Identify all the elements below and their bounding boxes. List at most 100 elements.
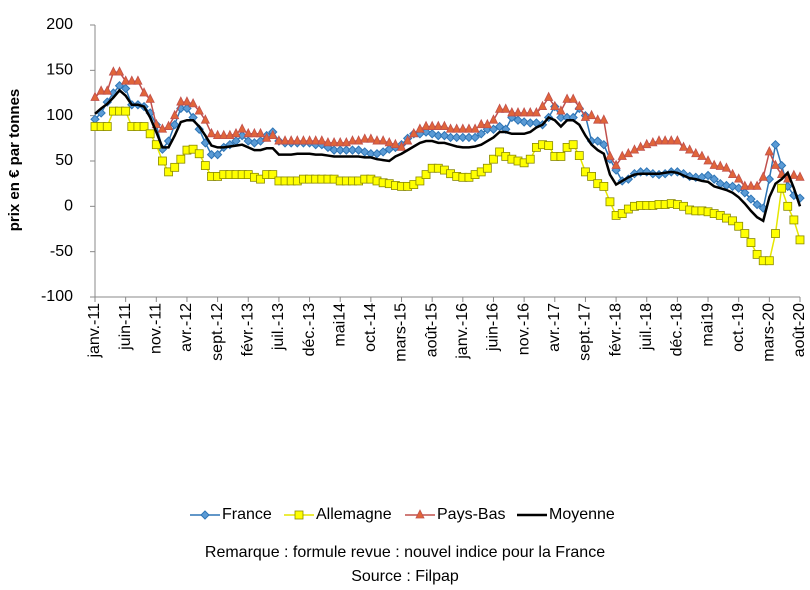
point (470, 123, 480, 133)
point (709, 159, 719, 169)
point (764, 256, 774, 266)
point (164, 167, 173, 177)
point (212, 149, 223, 160)
point (789, 215, 799, 225)
point (102, 122, 112, 131)
x-tick-label: janv.-16 (454, 303, 471, 360)
point (568, 140, 578, 150)
point (360, 133, 370, 143)
point (188, 97, 198, 108)
x-tick-label: mai14 (331, 303, 348, 347)
point (139, 87, 149, 97)
annotation: Source : Filpap (351, 568, 459, 585)
point (268, 170, 278, 180)
point (519, 107, 529, 117)
y-tick-label: 200 (46, 16, 73, 33)
point (415, 123, 425, 133)
y-tick-label: 50 (55, 152, 73, 169)
point (458, 132, 468, 143)
point (433, 130, 444, 141)
point (489, 154, 498, 164)
y-axis-title: prix en € par tonnes (6, 89, 23, 232)
point (170, 109, 180, 120)
point (581, 167, 590, 177)
point (335, 136, 345, 147)
point (170, 162, 180, 172)
x-tick-label: avr.-12 (178, 303, 195, 352)
point (114, 66, 125, 76)
point (243, 127, 253, 138)
point (378, 147, 388, 157)
point (556, 112, 566, 123)
point (256, 174, 265, 184)
x-tick-label: oct.-19 (730, 303, 747, 352)
point (255, 127, 266, 138)
point (102, 85, 112, 95)
point (169, 120, 180, 130)
point (378, 135, 388, 145)
point (464, 132, 474, 143)
point (685, 144, 695, 154)
y-tick-label: -50 (50, 243, 73, 260)
point (740, 180, 750, 190)
point (758, 171, 768, 181)
point (409, 127, 419, 138)
point (568, 93, 578, 103)
point (709, 174, 719, 184)
point (795, 235, 805, 245)
point (727, 168, 738, 179)
point (249, 127, 260, 138)
point (470, 132, 480, 143)
point (544, 141, 554, 150)
point (494, 103, 505, 113)
x-tick-label: nov.-11 (148, 303, 165, 354)
point (592, 136, 603, 146)
point (703, 155, 713, 165)
point (635, 141, 646, 151)
point (525, 118, 535, 128)
point (335, 145, 345, 155)
point (163, 120, 174, 130)
point (200, 114, 210, 124)
point (121, 106, 131, 116)
point (317, 135, 327, 145)
y-tick-label: -100 (41, 288, 73, 305)
point (347, 135, 358, 145)
point (752, 249, 762, 259)
point (482, 118, 492, 129)
point (206, 149, 217, 160)
point (525, 154, 535, 164)
legend-label: France (222, 506, 272, 523)
point (550, 100, 560, 110)
point (629, 144, 640, 154)
point (176, 96, 186, 106)
point (495, 147, 505, 157)
x-tick-label: mars-15 (393, 303, 410, 362)
point (574, 151, 584, 160)
x-tick-label: juil.-13 (270, 303, 287, 351)
point (587, 172, 596, 181)
point (145, 129, 155, 139)
point (237, 130, 247, 141)
point (323, 136, 333, 147)
x-tick-label: juin-11 (117, 303, 134, 351)
point (445, 132, 456, 143)
point (176, 154, 186, 164)
point (347, 145, 358, 155)
point (439, 120, 450, 130)
point (182, 96, 192, 106)
point (280, 135, 290, 145)
point (108, 66, 119, 76)
point (133, 75, 143, 85)
legend-marker (415, 509, 425, 519)
point (746, 180, 756, 190)
point (678, 141, 689, 151)
point (783, 201, 793, 211)
point (341, 145, 352, 155)
point (390, 138, 401, 149)
point (200, 161, 210, 170)
point (366, 133, 376, 143)
point (556, 105, 566, 115)
point (764, 146, 774, 156)
point (605, 197, 615, 207)
